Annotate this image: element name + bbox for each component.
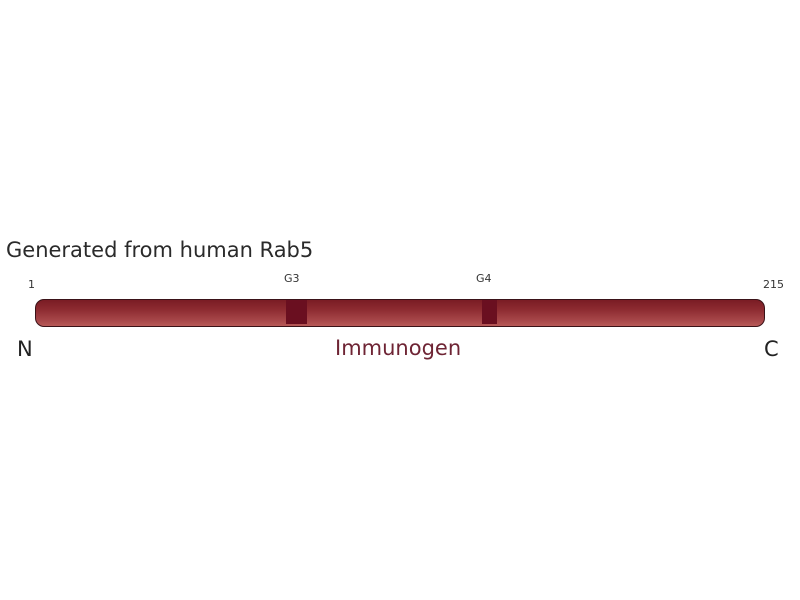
motif-g4-block	[482, 300, 497, 324]
start-position-label: 1	[28, 278, 35, 291]
end-position-label: 215	[763, 278, 784, 291]
c-terminus-label: C	[764, 337, 779, 361]
protein-bar	[35, 299, 765, 327]
immunogen-label: Immunogen	[335, 336, 462, 360]
diagram-title: Generated from human Rab5	[6, 238, 314, 262]
motif-g3-block	[286, 300, 307, 324]
motif-label-g3: G3	[284, 272, 300, 285]
motif-label-g4: G4	[476, 272, 492, 285]
n-terminus-label: N	[17, 337, 33, 361]
